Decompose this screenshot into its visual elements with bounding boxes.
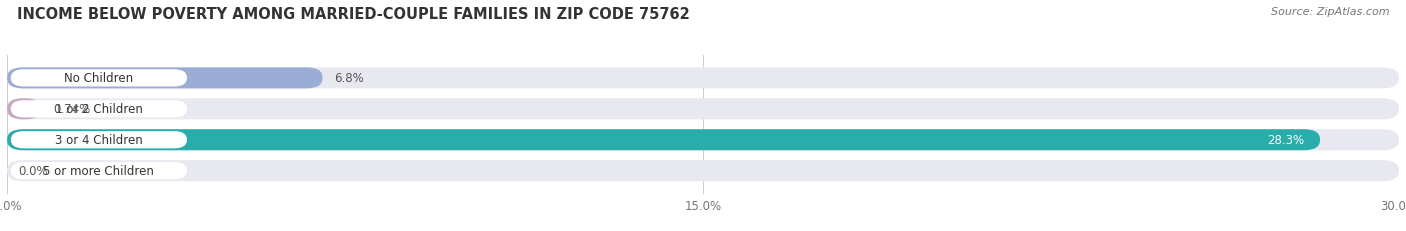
FancyBboxPatch shape	[11, 131, 187, 149]
Text: 1 or 2 Children: 1 or 2 Children	[55, 103, 143, 116]
FancyBboxPatch shape	[11, 101, 187, 118]
FancyBboxPatch shape	[7, 99, 1399, 120]
Text: 3 or 4 Children: 3 or 4 Children	[55, 134, 143, 147]
FancyBboxPatch shape	[7, 130, 1399, 151]
Text: 6.8%: 6.8%	[335, 72, 364, 85]
FancyBboxPatch shape	[7, 68, 1399, 89]
Text: Source: ZipAtlas.com: Source: ZipAtlas.com	[1271, 7, 1389, 17]
Text: INCOME BELOW POVERTY AMONG MARRIED-COUPLE FAMILIES IN ZIP CODE 75762: INCOME BELOW POVERTY AMONG MARRIED-COUPL…	[17, 7, 689, 22]
Text: No Children: No Children	[65, 72, 134, 85]
FancyBboxPatch shape	[7, 99, 41, 120]
Text: 28.3%: 28.3%	[1267, 134, 1303, 147]
FancyBboxPatch shape	[11, 162, 187, 179]
Text: 0.0%: 0.0%	[18, 164, 48, 177]
FancyBboxPatch shape	[7, 161, 1399, 181]
FancyBboxPatch shape	[7, 68, 322, 89]
FancyBboxPatch shape	[11, 70, 187, 87]
Text: 5 or more Children: 5 or more Children	[44, 164, 155, 177]
FancyBboxPatch shape	[7, 130, 1320, 151]
Text: 0.74%: 0.74%	[53, 103, 90, 116]
